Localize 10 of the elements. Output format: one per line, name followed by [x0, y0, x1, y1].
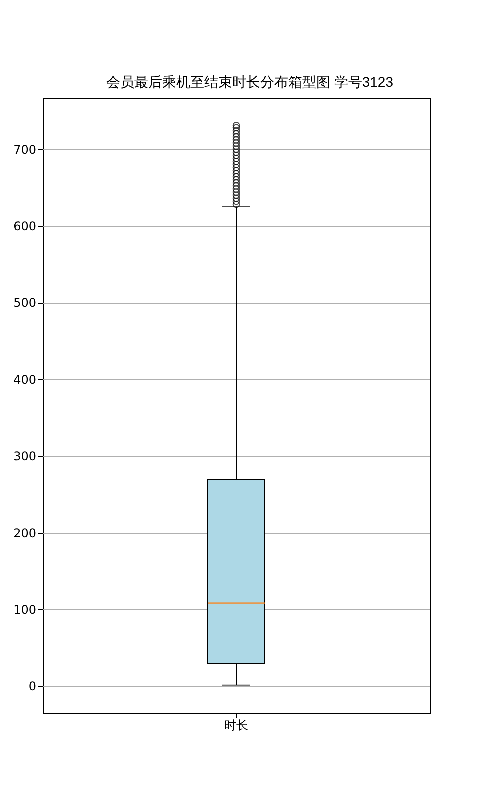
y-tick-label: 300 — [14, 450, 36, 464]
y-tick-label: 500 — [14, 296, 36, 310]
y-tick-label: 200 — [14, 526, 36, 540]
x-tick-label: 时长 — [224, 718, 248, 732]
y-tick-label: 600 — [14, 220, 36, 234]
y-tick-label: 100 — [14, 602, 36, 617]
y-tick-label: 400 — [14, 372, 36, 387]
y-tick-label: 700 — [14, 142, 36, 157]
y-tick-label: 0 — [28, 680, 36, 694]
chart-title: 会员最后乘机至结束时长分布箱型图 学号3123 — [105, 73, 395, 92]
